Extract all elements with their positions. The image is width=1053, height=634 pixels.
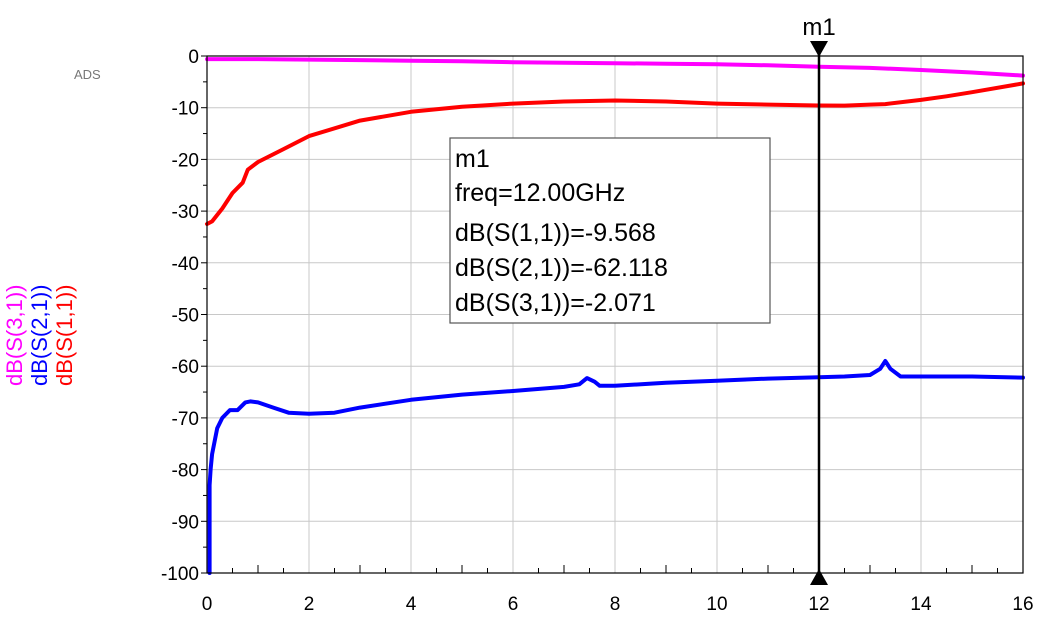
marker-readout-box[interactable]: m1 freq=12.00GHz dB(S(1,1))=-9.568 dB(S(… bbox=[449, 137, 771, 324]
marker-m1[interactable]: m1 bbox=[802, 14, 836, 585]
marker-top-triangle-icon bbox=[810, 41, 828, 57]
y-tick-label: -60 bbox=[172, 357, 199, 378]
series-line-db-s-2-1 bbox=[207, 359, 1025, 575]
readout-line-3: dB(S(2,1))=-62.118 bbox=[455, 254, 668, 282]
y-tick-label: -80 bbox=[172, 461, 199, 482]
y-tick-label: -10 bbox=[172, 99, 199, 120]
y-tick-label: -70 bbox=[172, 409, 199, 430]
y-tick-label: -100 bbox=[161, 564, 199, 585]
plot-frame bbox=[206, 55, 1024, 574]
series-lines bbox=[205, 57, 1025, 575]
series-line-db-s-3-1 bbox=[205, 57, 1025, 78]
x-tick-label: 2 bbox=[304, 594, 315, 615]
ads-watermark: ADS bbox=[74, 67, 101, 82]
y-tick-label: -20 bbox=[172, 150, 199, 171]
x-tick-label: 12 bbox=[808, 594, 829, 615]
readout-line-2: dB(S(1,1))=-9.568 bbox=[455, 219, 656, 247]
x-tick-label: 14 bbox=[910, 594, 932, 615]
series-line-db-s-1-1 bbox=[205, 81, 1025, 226]
marker-bottom-triangle-icon bbox=[810, 569, 828, 585]
x-tick-labels: 0 2 4 6 8 10 12 14 16 bbox=[202, 594, 1034, 615]
readout-line-0: m1 bbox=[455, 145, 490, 173]
y-tick-labels: 0 -10 -20 -30 -40 -50 -60 -70 -80 -90 -100 bbox=[161, 47, 199, 585]
x-tick-label: 16 bbox=[1012, 594, 1033, 615]
y-axis-labels: dB(S(3,1)) dB(S(2,1)) dB(S(1,1)) bbox=[2, 285, 77, 386]
readout-line-1: freq=12.00GHz bbox=[455, 179, 625, 207]
y-axis-label: dB(S(1,1)) bbox=[52, 285, 77, 386]
y-tick-label: -30 bbox=[172, 202, 199, 223]
x-tick-label: 8 bbox=[610, 594, 621, 615]
y-tick-label: -90 bbox=[172, 512, 199, 533]
y-axis-label: dB(S(3,1)) bbox=[2, 285, 27, 386]
x-tick-label: 0 bbox=[202, 594, 213, 615]
readout-frame bbox=[449, 137, 771, 324]
x-tick-label: 4 bbox=[406, 594, 417, 615]
y-tick-label: -40 bbox=[172, 254, 199, 275]
y-axis-label: dB(S(2,1)) bbox=[27, 285, 52, 386]
x-tick-label: 10 bbox=[706, 594, 727, 615]
axis-ticks bbox=[201, 55, 998, 574]
y-tick-label: -50 bbox=[172, 306, 199, 327]
readout-line-4: dB(S(3,1))=-2.071 bbox=[455, 289, 656, 317]
marker-name: m1 bbox=[802, 14, 835, 41]
x-tick-label: 6 bbox=[508, 594, 519, 615]
y-tick-label: 0 bbox=[188, 47, 199, 68]
